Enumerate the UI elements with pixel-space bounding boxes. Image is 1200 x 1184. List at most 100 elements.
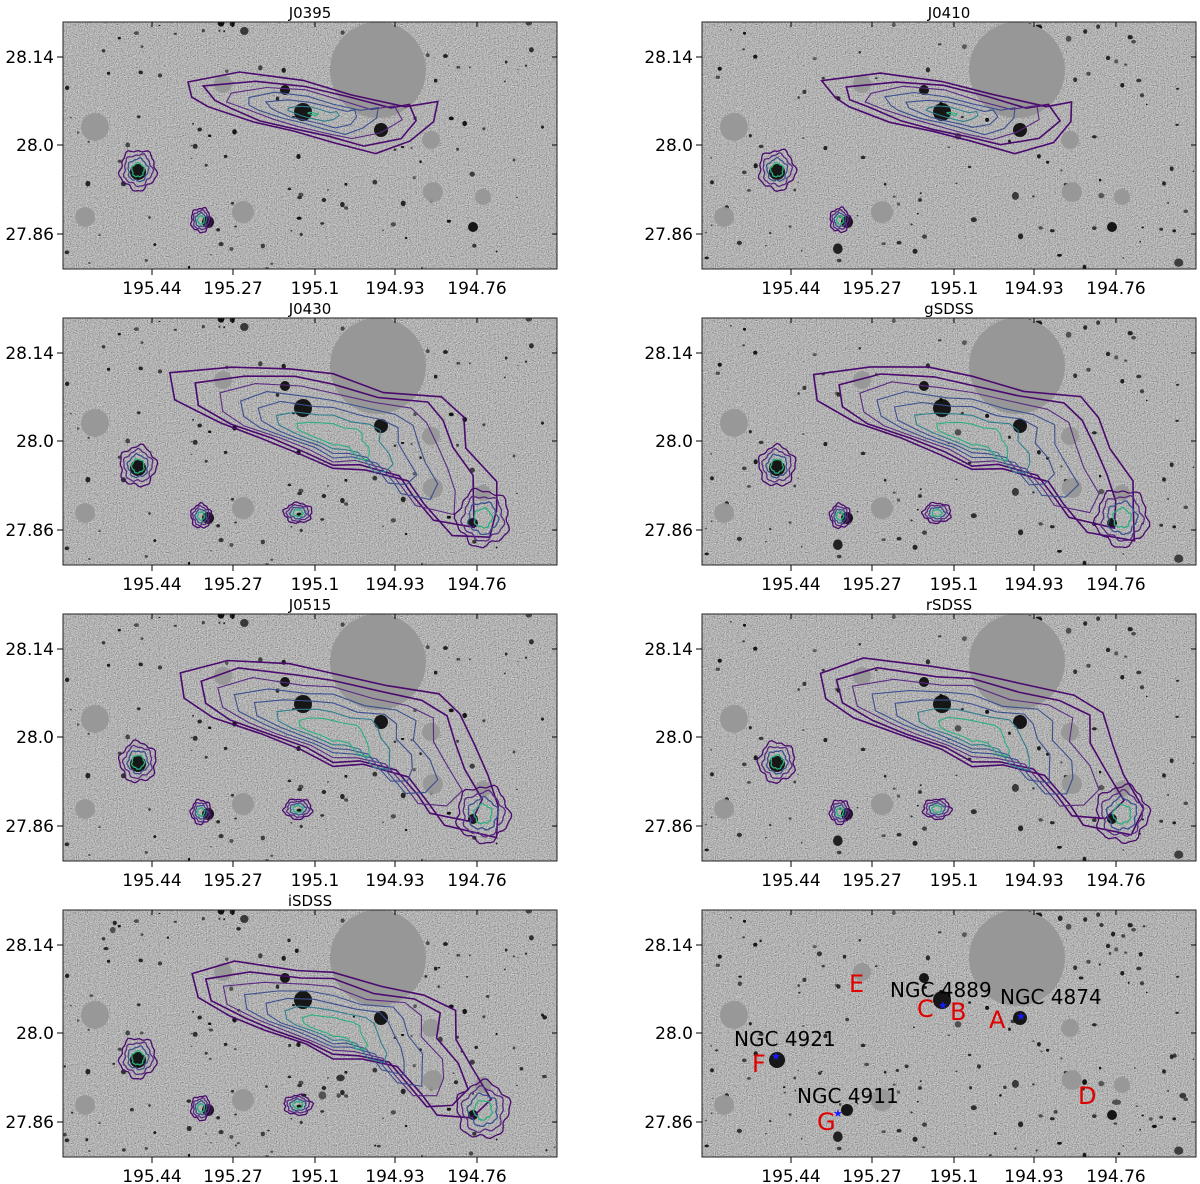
star: [1018, 233, 1024, 240]
star: [912, 248, 918, 254]
star: [1098, 963, 1101, 966]
star: [783, 1091, 786, 1094]
mask-bright-star: [330, 22, 426, 118]
star: [800, 249, 803, 252]
object-letter: G: [817, 1108, 836, 1136]
star: [63, 1132, 67, 1137]
star: [1140, 93, 1144, 98]
mask-circle: [714, 503, 734, 523]
star: [258, 65, 263, 71]
contour-line: [917, 707, 1030, 771]
star: [443, 942, 448, 946]
star: [736, 536, 742, 541]
star: [190, 1032, 193, 1035]
star: [937, 339, 942, 342]
star: [218, 538, 224, 543]
x-tick-label: 194.76: [1086, 1167, 1145, 1184]
x-tick-label: 194.76: [447, 575, 506, 595]
star: [89, 994, 94, 997]
star: [64, 546, 70, 551]
star: [382, 1117, 384, 1120]
x-tick-label: 195.27: [203, 279, 262, 299]
contour-line: [472, 802, 493, 825]
bright-galaxy: [1107, 222, 1117, 232]
star: [1092, 818, 1097, 823]
contour-line: [460, 1084, 504, 1133]
star: [1139, 240, 1142, 243]
star: [158, 616, 161, 619]
bright-galaxy: [294, 103, 312, 121]
contour-line: [828, 799, 852, 826]
star: [1057, 915, 1063, 922]
star: [896, 832, 902, 837]
star: [802, 729, 805, 731]
star: [1098, 784, 1105, 791]
y-tick-label: 27.86: [644, 225, 693, 245]
star: [235, 1144, 237, 1147]
star: [793, 1076, 797, 1080]
star: [190, 157, 193, 160]
star: [275, 96, 280, 101]
star: [204, 1051, 208, 1055]
contour-line: [871, 689, 1074, 795]
star: [1105, 55, 1111, 61]
star: [290, 229, 293, 232]
star: [912, 544, 918, 550]
mask-circle: [423, 182, 443, 202]
x-tick-label: 195.44: [122, 1167, 181, 1184]
star: [892, 195, 896, 198]
mask-circle: [423, 1070, 443, 1090]
star: [1092, 727, 1097, 731]
star: [856, 510, 859, 513]
star: [985, 709, 990, 714]
star: [190, 440, 193, 443]
star: [519, 1067, 524, 1071]
star: [985, 413, 990, 418]
star: [1127, 627, 1133, 632]
star: [456, 361, 461, 365]
star: [919, 1080, 922, 1083]
star: [495, 1138, 498, 1141]
contour-line: [127, 157, 150, 183]
star: [746, 781, 751, 784]
star: [144, 259, 148, 262]
star: [955, 478, 958, 481]
star: [197, 1015, 202, 1020]
star: [320, 518, 325, 521]
contour-line: [281, 798, 314, 821]
star: [874, 77, 878, 80]
contour-line: [838, 373, 1117, 530]
x-tick-label: 195.44: [761, 871, 820, 891]
contour-line: [893, 401, 1056, 486]
star: [148, 216, 151, 219]
star: [788, 225, 792, 228]
star: [421, 266, 423, 269]
star: [1162, 1069, 1166, 1074]
star: [960, 116, 964, 119]
y-tick-label: 27.86: [644, 817, 693, 837]
object-letter: E: [849, 970, 864, 998]
star: [129, 1108, 134, 1112]
star: [240, 323, 249, 331]
star: [742, 623, 747, 627]
star: [327, 781, 329, 783]
star: [715, 371, 720, 375]
star: [960, 1004, 964, 1007]
star: [504, 652, 508, 656]
star: [218, 29, 221, 32]
star: [969, 1086, 973, 1090]
contour-line: [845, 81, 1062, 146]
star: [504, 356, 508, 360]
star: [1114, 947, 1119, 952]
star: [916, 508, 919, 511]
bright-galaxy: [933, 991, 951, 1009]
contour-line: [285, 800, 311, 818]
bright-galaxy: [1107, 814, 1117, 824]
star: [240, 619, 249, 627]
contour-line: [275, 411, 394, 473]
star: [148, 808, 151, 811]
star: [139, 1031, 144, 1035]
star: [1145, 399, 1148, 402]
x-tick-label: 194.76: [1086, 279, 1145, 299]
star: [65, 85, 70, 90]
